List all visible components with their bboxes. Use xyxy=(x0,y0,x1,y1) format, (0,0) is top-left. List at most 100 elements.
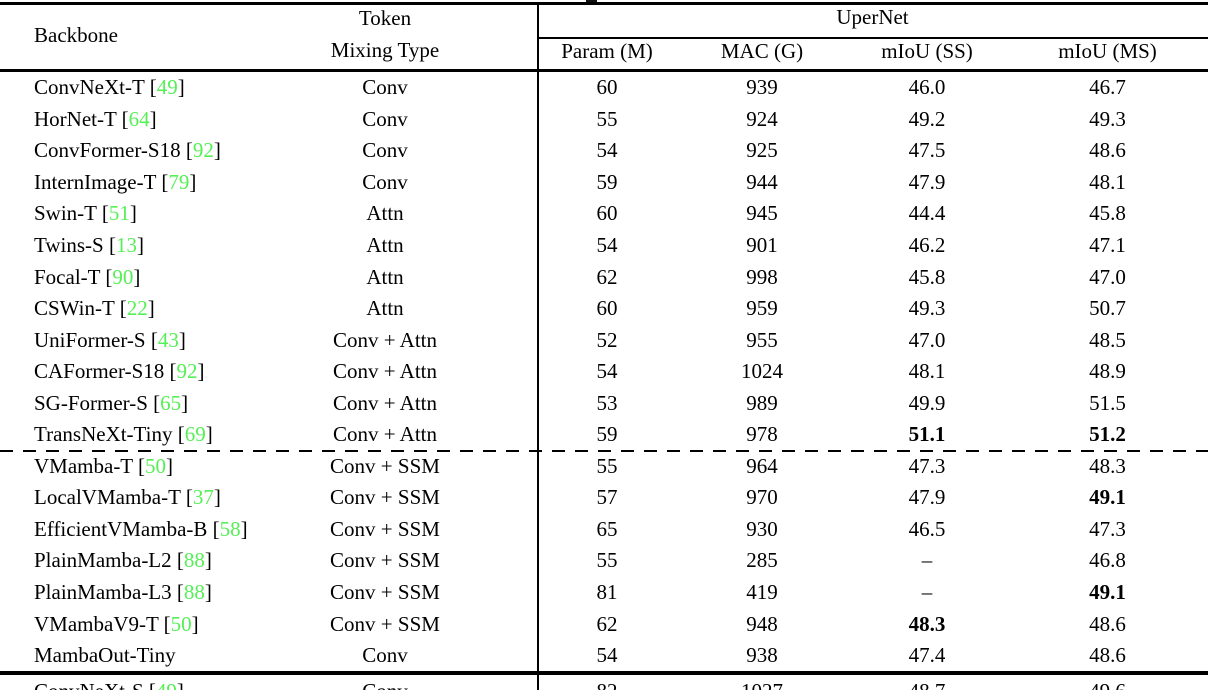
citation-bracket-open: [ xyxy=(103,233,116,257)
miou-ms-cell: 47.1 xyxy=(1089,233,1126,257)
table-row: UniFormer-S [43] Conv + Attn 52 955 47.0… xyxy=(0,324,1208,356)
dashed-group-separator xyxy=(0,450,1208,452)
col-header-token: Token xyxy=(358,6,412,30)
table-row: PlainMamba-L2 [88] Conv + SSM 55 285 – 4… xyxy=(0,545,1208,577)
token-type-cell: Conv xyxy=(362,75,408,100)
citation-bracket-open: [ xyxy=(144,679,156,690)
miou-ms-cell: 48.9 xyxy=(1089,359,1126,384)
backbone-name: PlainMamba-L3 xyxy=(34,580,172,605)
param-cell: 59 xyxy=(596,169,618,194)
table-row: Focal-T [90] Attn 62 998 45.8 47.0 xyxy=(0,261,1208,293)
backbone-name: ConvFormer-S18 xyxy=(34,138,181,163)
citation-bracket-open: [ xyxy=(180,138,193,163)
citation-bracket-close: ] xyxy=(177,679,184,690)
citation-bracket-open: [ xyxy=(164,359,177,384)
citation-bracket-open: [ xyxy=(172,422,185,447)
citation-bracket-open: [ xyxy=(132,453,146,478)
miou-ss-cell: 51.1 xyxy=(908,422,946,447)
citation-bracket-close: ] xyxy=(133,264,141,289)
token-type-cell: Conv + SSM xyxy=(330,516,440,541)
citation-ref[interactable]: 90 xyxy=(112,264,134,289)
miou-ss-cell: – xyxy=(921,548,933,573)
citation-ref[interactable]: 88 xyxy=(183,548,205,573)
token-type-cell: Conv + SSM xyxy=(330,611,440,636)
backbone-name: VMambaV9-T xyxy=(34,611,159,636)
backbone-name: MambaOut-Tiny xyxy=(34,643,176,668)
miou-ss-cell: 49.2 xyxy=(908,106,946,131)
backbone-name: CAFormer-S18 xyxy=(34,359,165,384)
miou-ss-cell: 47.9 xyxy=(908,485,946,510)
param-cell: 55 xyxy=(596,548,618,573)
table-row: ConvNeXt-T [49] Conv 60 939 46.0 46.7 xyxy=(0,72,1208,104)
table-row: ConvNeXt-S [49] Conv 82 1027 48.7 49.6 xyxy=(0,676,1208,690)
miou-ss-cell: 48.7 xyxy=(847,679,1007,690)
mac-cell: 938 xyxy=(746,643,778,668)
param-cell: 60 xyxy=(596,75,618,100)
miou-ms-cell: 50.7 xyxy=(1089,296,1126,321)
backbone-cell: SG-Former-S [65] xyxy=(0,391,233,416)
backbone-name: InternImage-T xyxy=(34,169,157,194)
citation-ref[interactable]: 92 xyxy=(176,359,198,384)
citation-bracket-close: ] xyxy=(213,485,221,510)
miou-ss-cell: 48.3 xyxy=(908,611,946,636)
mac-cell: 1024 xyxy=(741,359,783,384)
col-header-mixing-type: Mixing Type xyxy=(330,38,440,62)
token-type-cell: Conv + Attn xyxy=(332,390,438,415)
citation-bracket-close: ] xyxy=(240,516,248,541)
col-header-backbone: Backbone xyxy=(34,23,118,47)
citation-ref[interactable]: 51 xyxy=(108,201,130,226)
citation-bracket-open: [ xyxy=(158,611,171,636)
citation-ref[interactable]: 58 xyxy=(219,516,241,541)
citation-ref[interactable]: 13 xyxy=(115,233,137,257)
citation-bracket-close: ] xyxy=(204,580,212,605)
citation-bracket-close: ] xyxy=(136,233,144,257)
citation-ref[interactable]: 65 xyxy=(160,390,182,415)
col-header-mac: MAC (G) xyxy=(720,39,804,63)
citation-bracket-close: ] xyxy=(197,359,205,384)
citation-bracket-open: [ xyxy=(207,516,220,541)
token-type-cell: Conv xyxy=(362,169,408,194)
miou-ms-cell: 46.8 xyxy=(1089,548,1126,573)
col-header-param: Param (M) xyxy=(561,39,653,63)
backbone-cell: PlainMamba-L2 [88] xyxy=(0,548,233,573)
citation-ref[interactable]: 92 xyxy=(192,138,214,163)
citation-ref[interactable]: 22 xyxy=(126,296,148,321)
citation-ref[interactable]: 79 xyxy=(168,169,190,194)
table-body: ConvNeXt-T [49] Conv 60 939 46.0 46.7 Ho… xyxy=(0,72,1208,671)
token-type-cell: Attn xyxy=(366,201,404,226)
table-top-rule xyxy=(0,2,1208,5)
citation-ref[interactable]: 50 xyxy=(170,611,192,636)
citation-ref[interactable]: 49 xyxy=(156,679,177,690)
citation-bracket-open: [ xyxy=(96,201,109,226)
param-cell: 82 xyxy=(537,679,677,690)
header-bottom-rule xyxy=(0,69,1208,72)
citation-ref[interactable]: 50 xyxy=(145,453,167,478)
citation-ref[interactable]: 49 xyxy=(156,75,178,100)
miou-ss-cell: 44.4 xyxy=(908,201,946,226)
table-row: EfficientVMamba-B [58] Conv + SSM 65 930… xyxy=(0,514,1208,546)
miou-ms-cell: 47.3 xyxy=(1089,516,1126,541)
backbone-cell: Swin-T [51] xyxy=(0,201,233,226)
backbone-name: Twins-S xyxy=(34,233,104,257)
miou-ms-cell: 49.1 xyxy=(1089,485,1126,510)
citation-ref[interactable]: 37 xyxy=(192,485,214,510)
table-row: CSWin-T [22] Attn 60 959 49.3 50.7 xyxy=(0,293,1208,325)
table-row: SG-Former-S [65] Conv + Attn 53 989 49.9… xyxy=(0,387,1208,419)
miou-ss-cell: 47.3 xyxy=(908,453,946,478)
citation-bracket-open: [ xyxy=(180,485,193,510)
mac-cell: 945 xyxy=(746,201,778,226)
mac-cell: 944 xyxy=(746,169,778,194)
backbone-name: HorNet-T xyxy=(34,106,117,131)
citation-ref[interactable]: 69 xyxy=(184,422,206,447)
param-cell: 52 xyxy=(596,327,618,352)
miou-ss-cell: 47.9 xyxy=(908,169,946,194)
citation-ref[interactable]: 43 xyxy=(157,327,179,352)
miou-ms-cell: 51.5 xyxy=(1089,390,1126,415)
citation-ref[interactable]: 88 xyxy=(183,580,205,605)
backbone-cell: MambaOut-Tiny xyxy=(0,643,233,668)
miou-ss-cell: 46.2 xyxy=(908,233,946,257)
backbone-cell: Twins-S [13] xyxy=(0,233,233,258)
citation-bracket-open: [ xyxy=(114,296,127,321)
mac-cell: 925 xyxy=(746,138,778,163)
citation-ref[interactable]: 64 xyxy=(128,106,150,131)
